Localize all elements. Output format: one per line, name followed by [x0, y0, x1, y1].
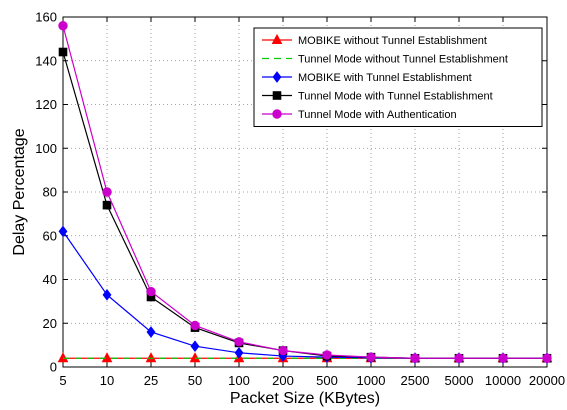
triangle-point [271, 33, 283, 44]
legend-item: MOBIKE without Tunnel Establishment [262, 33, 487, 47]
legend-label: MOBIKE without Tunnel Establishment [298, 35, 487, 47]
square-point [102, 200, 112, 210]
y-tick-label: 140 [35, 53, 57, 68]
legend-item: Tunnel Mode with Tunnel Establishment [262, 91, 493, 103]
x-tick-label: 100 [228, 373, 250, 388]
x-tick-label: 2500 [401, 373, 430, 388]
x-tick-label: 5 [59, 373, 66, 388]
diamond-point [102, 288, 112, 301]
series-5 [58, 21, 552, 363]
grid [63, 17, 547, 367]
x-tick-label: 10000 [485, 373, 521, 388]
legend-item: MOBIKE with Tunnel Establishment [262, 71, 472, 84]
x-tick-label: 10 [100, 373, 114, 388]
circle-point [146, 286, 156, 297]
legend-item: Tunnel Mode with Authentication [262, 109, 457, 121]
series-line [62, 231, 547, 359]
circle-point [278, 345, 288, 356]
x-axis-label: Packet Size (KBytes) [230, 390, 380, 407]
diamond-point [190, 340, 200, 353]
x-tick-label: 5000 [445, 373, 474, 388]
circle-point [366, 352, 376, 362]
y-tick-label: 120 [35, 97, 57, 112]
circle-point [190, 320, 200, 331]
triangle-point [145, 352, 157, 363]
triangle-point [57, 352, 69, 363]
triangle-point [101, 352, 113, 363]
diamond-point [146, 326, 156, 338]
circle-point [542, 353, 552, 363]
diamond-point [58, 225, 68, 238]
x-tick-label: 50 [188, 373, 202, 388]
legend-label: Tunnel Mode without Tunnel Establishment [298, 54, 508, 66]
y-tick-label: 80 [43, 185, 57, 200]
square-point [272, 91, 282, 100]
y-axis-label: Delay Percentage [11, 128, 28, 255]
series-3 [58, 225, 552, 365]
circle-point [58, 21, 68, 31]
circle-point [322, 350, 332, 360]
circle-point [102, 187, 112, 197]
circle-point [410, 353, 420, 363]
triangle-point [189, 352, 201, 363]
y-tick-label: 20 [43, 316, 57, 331]
y-tick-label: 160 [35, 10, 57, 25]
series-group [57, 21, 553, 365]
axis-ticks: 0 20 40 60 80 100 120 140 160 5 10 25 50 100 200 500 100… [35, 10, 565, 389]
legend-box [253, 27, 543, 127]
x-tick-label: 500 [316, 373, 338, 388]
diamond-point [234, 346, 244, 359]
legend-label: Tunnel Mode with Authentication [298, 109, 457, 121]
diamond-point [272, 71, 282, 83]
square-point [58, 47, 68, 57]
y-tick-label: 60 [43, 228, 57, 243]
x-tick-label: 1000 [357, 373, 386, 388]
legend-item: Tunnel Mode without Tunnel Establishment [262, 54, 508, 66]
x-tick-label: 200 [272, 373, 294, 388]
circle-point [498, 353, 508, 363]
y-tick-label: 0 [50, 360, 57, 375]
series-line [62, 25, 547, 359]
circle-point [454, 353, 464, 363]
series-1 [57, 352, 553, 363]
y-tick-label: 40 [43, 272, 57, 287]
legend-label: MOBIKE with Tunnel Establishment [298, 72, 472, 84]
legend-label: Tunnel Mode with Tunnel Establishment [298, 91, 493, 103]
x-tick-label: 20000 [529, 373, 565, 388]
x-tick-label: 25 [144, 373, 158, 388]
legend: MOBIKE without Tunnel Establishment Tunne… [253, 27, 543, 127]
circle-point [234, 337, 244, 347]
y-tick-label: 100 [35, 141, 57, 156]
circle-point [272, 109, 282, 119]
